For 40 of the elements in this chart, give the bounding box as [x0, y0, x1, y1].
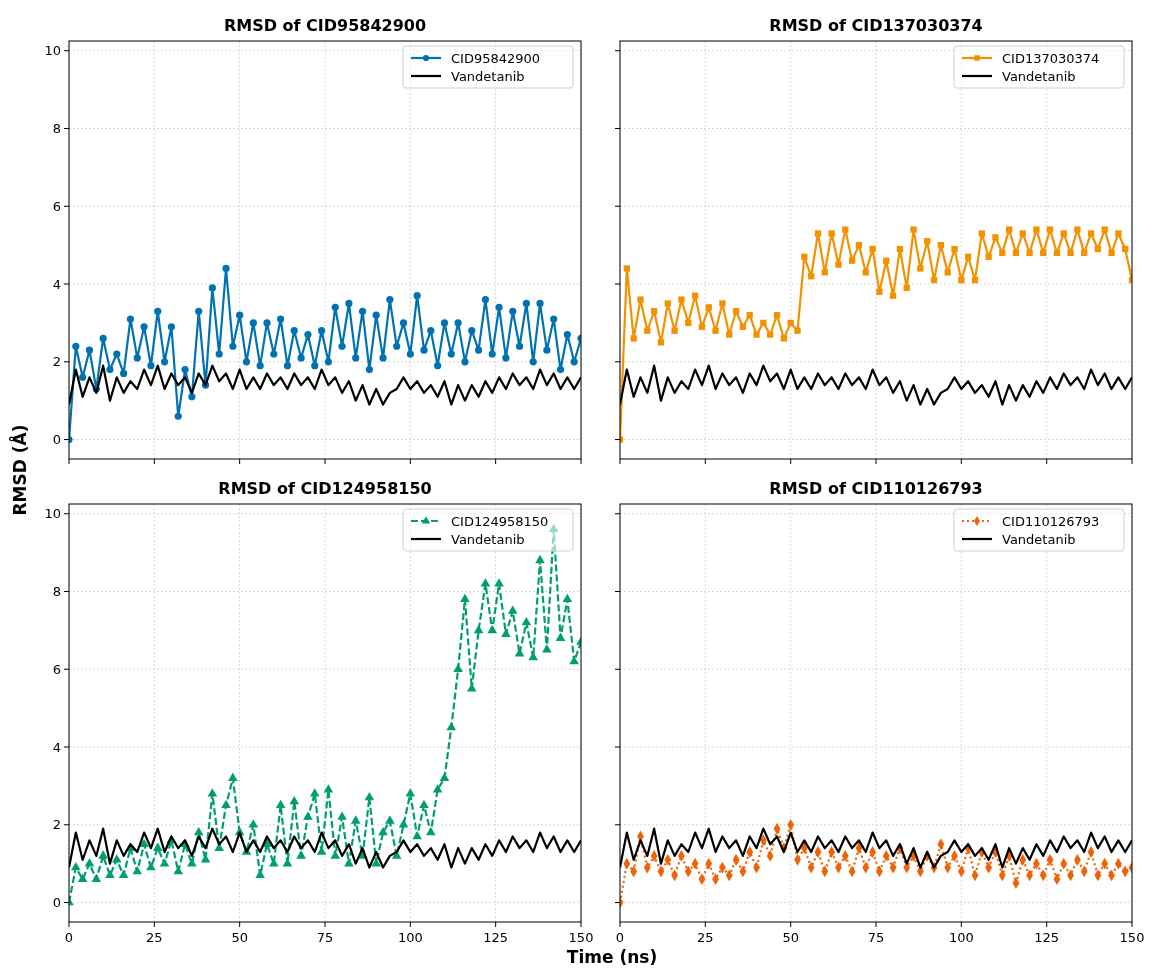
y-tick-label: 8 — [52, 121, 61, 137]
x-tick-label: 150 — [1119, 930, 1145, 945]
y-tick-label: 10 — [44, 43, 61, 59]
x-tick-label: 25 — [146, 930, 163, 945]
y-tick-label: 2 — [52, 817, 61, 833]
legend-label: Vandetanib — [1002, 531, 1076, 547]
chart-title: RMSD of CID124958150 — [218, 479, 432, 498]
legend-label: CID110126793 — [1002, 513, 1100, 529]
y-tick-label: 4 — [52, 739, 61, 755]
y-axis-title: RMSD (Å) — [8, 424, 30, 516]
x-tick-label: 75 — [867, 930, 885, 945]
legend-label: CID137030374 — [1002, 50, 1100, 66]
x-tick-label: 125 — [483, 930, 509, 945]
y-tick-label: 10 — [44, 506, 61, 522]
x-tick-label: 100 — [397, 930, 423, 945]
y-tick-label: 8 — [52, 584, 61, 600]
x-tick-label: 150 — [568, 930, 594, 945]
chart-title: RMSD of CID110126793 — [769, 479, 983, 498]
y-tick-label: 4 — [52, 276, 61, 292]
x-tick-label: 100 — [948, 930, 974, 945]
x-tick-label: 0 — [64, 930, 74, 945]
legend-label: Vandetanib — [451, 68, 525, 84]
legend-label: Vandetanib — [1002, 68, 1076, 84]
y-tick-label: 2 — [52, 354, 61, 370]
x-tick-label: 0 — [615, 930, 625, 945]
x-tick-label: 50 — [231, 930, 248, 945]
y-tick-label: 0 — [52, 432, 61, 448]
x-tick-label: 50 — [782, 930, 799, 945]
legend-label: Vandetanib — [451, 531, 525, 547]
y-tick-label: 0 — [52, 895, 61, 911]
x-axis-title: Time (ns) — [566, 947, 658, 967]
x-tick-label: 75 — [316, 930, 334, 945]
legend-label: CID95842900 — [451, 50, 541, 66]
x-tick-label: 25 — [697, 930, 714, 945]
legend-label: CID124958150 — [451, 513, 549, 529]
y-tick-label: 6 — [52, 661, 61, 677]
chart-title: RMSD of CID95842900 — [223, 16, 427, 35]
y-tick-label: 6 — [52, 198, 61, 214]
x-tick-label: 125 — [1034, 930, 1060, 945]
chart-title: RMSD of CID137030374 — [769, 16, 983, 35]
